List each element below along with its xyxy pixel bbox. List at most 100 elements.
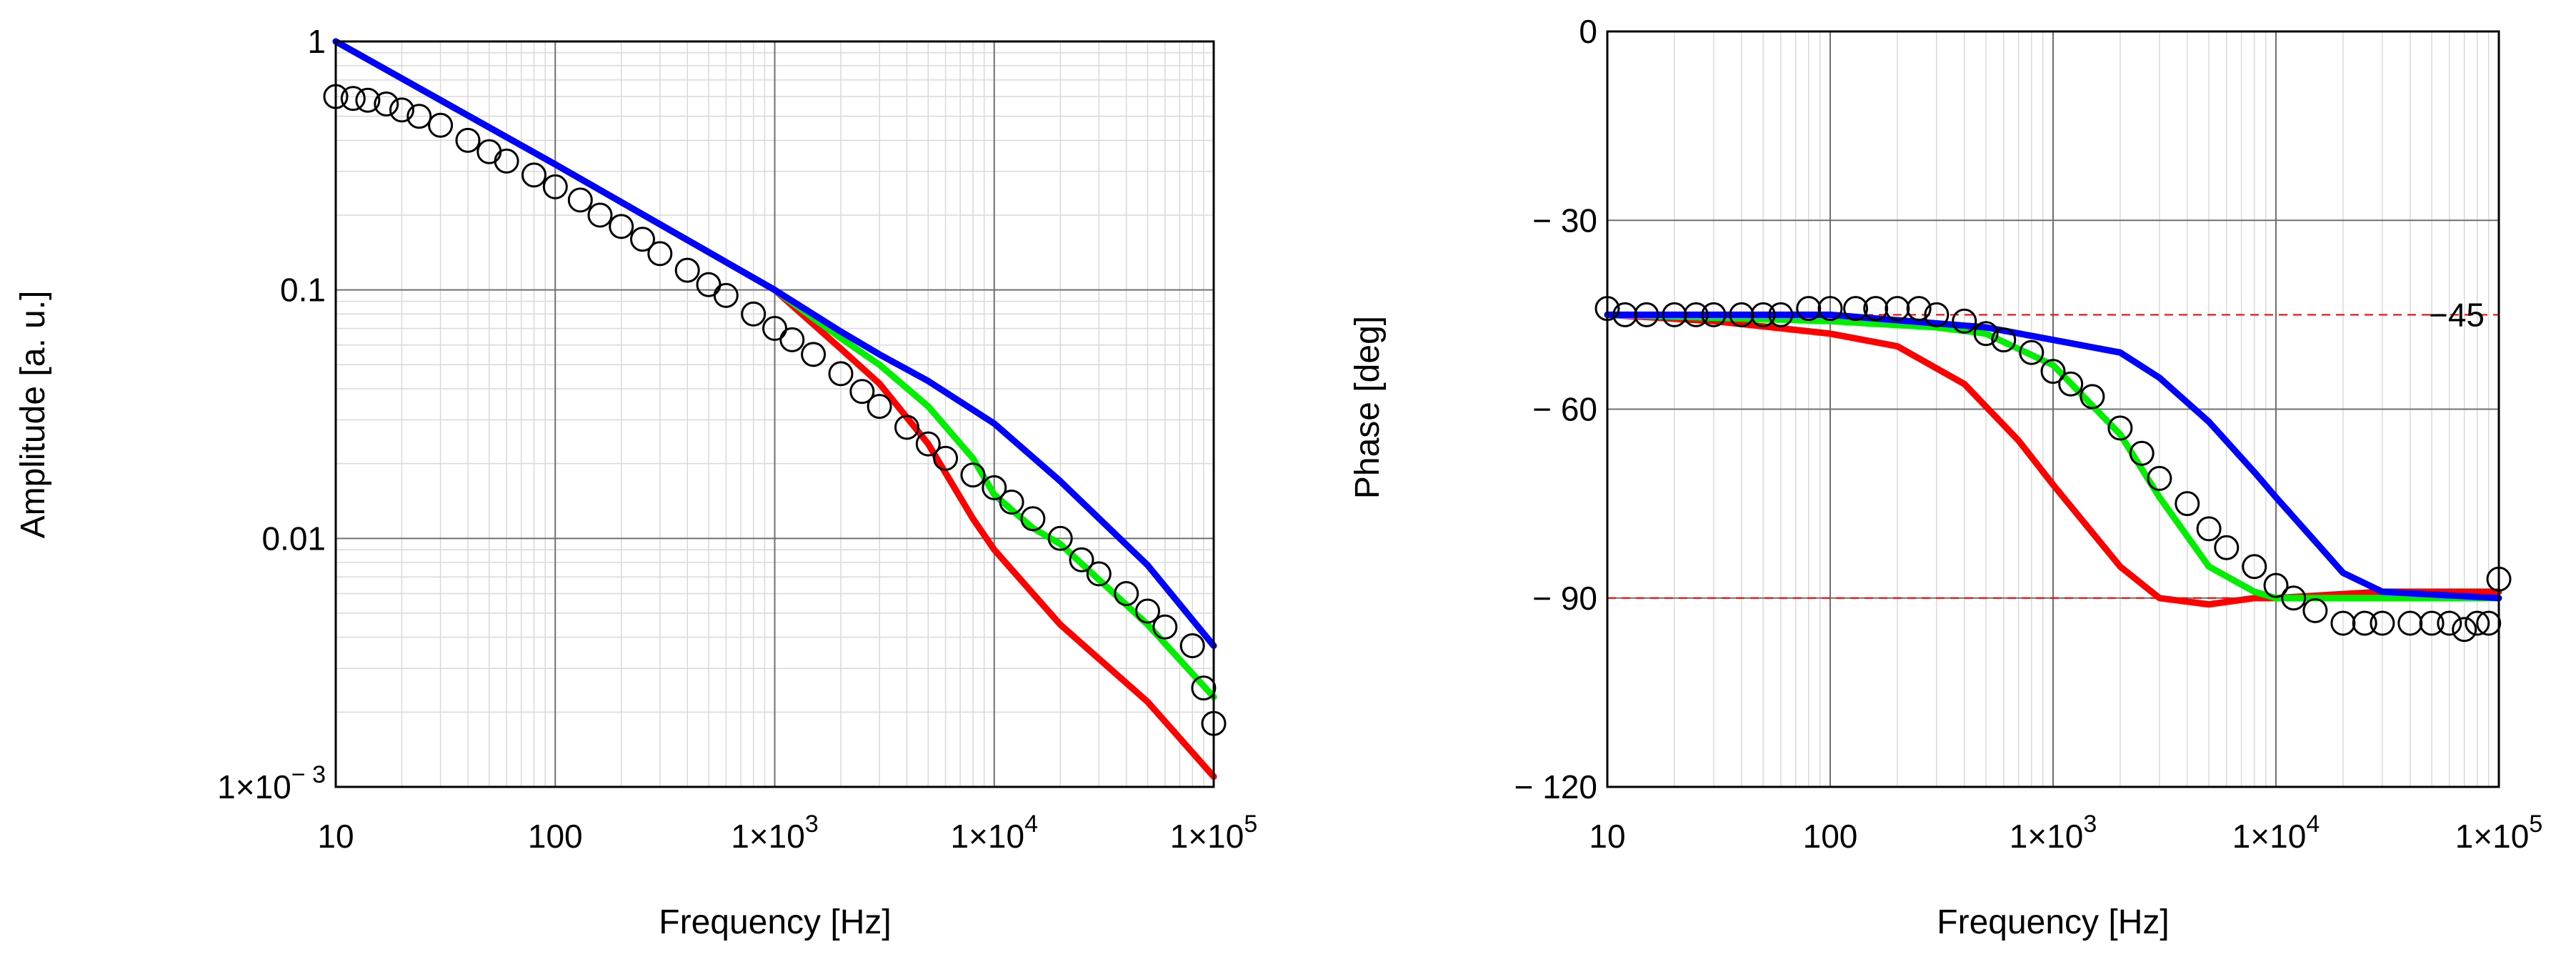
amplitude-measured-point	[455, 127, 481, 153]
phase-measured-point	[2281, 585, 2307, 611]
phase-x-tick-label: 100	[1803, 818, 1858, 855]
amplitude-measured-point	[1179, 633, 1205, 658]
phase-y-tick-labels: 0 − 30 − 60 − 90 − 120	[1514, 13, 1597, 805]
amplitude-measured-point	[933, 445, 959, 471]
phase-measured-point	[1906, 296, 1932, 322]
amplitude-measured-point	[982, 475, 1007, 500]
amplitude-measured-point	[1114, 581, 1139, 606]
amplitude-measured-point	[630, 227, 655, 252]
phase-green-model-line	[1604, 311, 2502, 602]
amplitude-measured-point	[999, 490, 1024, 515]
amplitude-measured-point	[1152, 614, 1178, 640]
amplitude-measured-point	[389, 97, 414, 123]
phase-measured-point	[2370, 610, 2395, 636]
amplitude-x-tick-label: 1×104	[950, 810, 1038, 855]
amplitude-measured-point	[1069, 547, 1094, 572]
phase-measured-point	[1991, 327, 2017, 353]
amplitude-measured-point	[801, 342, 827, 367]
amplitude-measured-point	[849, 379, 875, 405]
phase-measured-point	[2465, 610, 2490, 636]
amplitude-x-tick-label: 100	[528, 818, 583, 855]
amplitude-measured-point	[1047, 525, 1073, 551]
phase-x-tick-label: 1×105	[2455, 810, 2543, 855]
amplitude-y-tick-label: 1×10− 3	[217, 761, 326, 805]
phase-measured-point	[1796, 296, 1822, 322]
phase-measured-point	[1843, 296, 1869, 322]
amplitude-measured-point	[762, 316, 787, 341]
phase-measured-point	[2242, 554, 2267, 580]
phase-x-tick-label: 10	[1589, 818, 1625, 855]
amplitude-measured-point	[894, 415, 919, 440]
amplitude-y-tick-labels: 1 0.1 0.01 1×10− 3	[217, 23, 326, 805]
amplitude-measured-point	[960, 462, 986, 488]
phase-measured-point	[2058, 371, 2084, 397]
amplitude-x-tick-labels: 10 100 1×103 1×104 1×105	[317, 810, 1257, 855]
amplitude-measured-point	[1086, 561, 1112, 587]
amplitude-measured-point	[915, 431, 941, 457]
phase-measured-point	[2040, 359, 2066, 385]
amplitude-measured-point	[374, 91, 399, 116]
phase-measured-point	[2214, 535, 2240, 560]
phase-blue-model-line	[1604, 311, 2502, 602]
amplitude-grid	[336, 41, 1214, 787]
phase-series	[1594, 296, 2512, 643]
amplitude-measured-point	[355, 87, 381, 113]
phase-measured-point	[1952, 308, 1977, 334]
phase-measured-point	[2419, 610, 2445, 636]
phase-measured-point	[2476, 610, 2502, 636]
phase-measured-point	[1701, 302, 1727, 327]
phase-measured-point	[1924, 302, 1950, 327]
phase-measured-point	[1634, 302, 1659, 327]
amplitude-plot-frame	[334, 40, 1215, 788]
phase-measured-point	[2147, 465, 2172, 491]
phase-measured-point	[1973, 321, 1999, 347]
phase-measured-point	[2352, 610, 2377, 636]
amplitude-panel: 10 100 1×103 1×104 1×105 1 0.1 0.01 1×10− 3 Fre…	[14, 23, 1257, 941]
amplitude-measured-point	[587, 202, 613, 228]
phase-measured-point	[1817, 296, 1843, 322]
phase-measured-point	[1768, 302, 1794, 327]
amplitude-measured-point	[674, 257, 700, 283]
phase-y-axis-label: Phase [deg]	[1349, 316, 1387, 499]
amplitude-measured-point	[1135, 598, 1160, 624]
amplitude-x-tick-label: 1×103	[731, 810, 819, 855]
amplitude-measured-point	[406, 104, 432, 129]
phase-panel: −45 10 100 1×103 1×104 1×105 0 − 30 − 60 − 90 − …	[1349, 13, 2542, 941]
amplitude-y-tick-label: 1	[307, 23, 326, 60]
phase-measured-point	[2107, 415, 2133, 441]
phase-y-tick-label: 0	[1579, 13, 1597, 50]
amplitude-measured-point	[609, 214, 634, 239]
amplitude-measured-point	[713, 282, 739, 308]
amplitude-x-axis-label: Frequency [Hz]	[659, 903, 891, 941]
amplitude-measured-point	[521, 162, 546, 188]
phase-grid	[1607, 31, 2499, 787]
phase-reference-line-label: −45	[2429, 296, 2485, 333]
amplitude-measured-point	[741, 301, 767, 327]
phase-measured-point	[2397, 610, 2423, 636]
phase-measured-point	[2196, 516, 2222, 542]
amplitude-x-tick-label: 1×105	[1170, 810, 1258, 855]
phase-measured-point	[1612, 302, 1638, 327]
phase-measured-point	[1729, 302, 1754, 327]
phase-y-tick-label: − 90	[1532, 580, 1597, 617]
amplitude-measured-point	[1191, 675, 1217, 701]
amplitude-measured-point	[340, 86, 366, 111]
amplitude-series	[323, 38, 1227, 780]
phase-measured-point	[1662, 302, 1687, 327]
phase-y-tick-label: − 30	[1532, 202, 1597, 239]
phase-measured-point	[2263, 572, 2289, 598]
amplitude-x-tick-label: 10	[317, 818, 354, 855]
amplitude-measured-point	[567, 187, 593, 213]
amplitude-measured-point	[828, 361, 854, 387]
phase-x-tick-labels: 10 100 1×103 1×104 1×105	[1589, 810, 2542, 855]
phase-x-tick-label: 1×104	[2232, 810, 2320, 855]
phase-y-tick-label: − 60	[1532, 391, 1597, 428]
amplitude-measured-point	[494, 148, 519, 174]
amplitude-y-tick-label: 0.1	[280, 272, 326, 309]
phase-measured-point	[2302, 597, 2328, 623]
phase-measured-point	[2437, 610, 2462, 636]
phase-measured-point	[1884, 296, 1910, 322]
amplitude-y-axis-label: Amplitude [a. u.]	[14, 291, 52, 539]
phase-x-axis-label: Frequency [Hz]	[1937, 903, 2169, 941]
